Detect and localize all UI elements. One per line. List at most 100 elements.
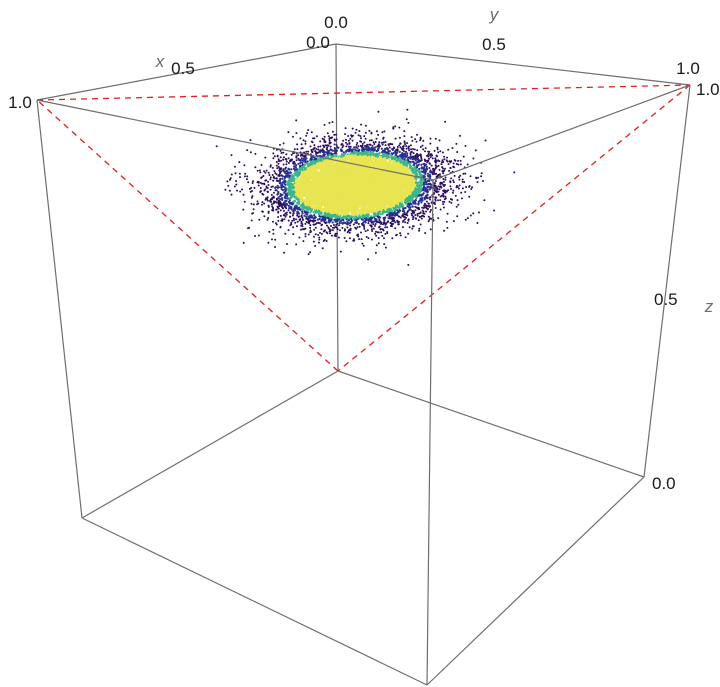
data-point	[429, 210, 432, 213]
data-point	[378, 218, 381, 222]
data-point	[365, 236, 368, 238]
data-point	[443, 229, 446, 232]
data-point	[451, 198, 454, 201]
data-point	[335, 138, 338, 141]
data-point	[429, 156, 432, 159]
data-point	[353, 217, 356, 220]
data-point	[436, 146, 439, 149]
data-point	[408, 193, 411, 196]
data-point	[263, 170, 266, 173]
data-point	[323, 135, 326, 138]
data-point	[351, 148, 354, 151]
data-point	[373, 143, 376, 145]
data-point	[442, 192, 445, 195]
data-point	[484, 139, 487, 142]
data-point	[277, 219, 280, 222]
data-point	[335, 133, 337, 136]
data-point	[350, 134, 353, 137]
data-point	[437, 164, 440, 167]
data-point	[399, 234, 402, 237]
data-point	[352, 223, 355, 226]
data-point	[327, 144, 330, 147]
data-point	[292, 162, 295, 165]
data-point	[458, 178, 461, 181]
data-point	[269, 165, 272, 168]
data-point	[318, 236, 321, 239]
data-point	[281, 218, 284, 221]
data-point	[283, 209, 285, 212]
data-point	[355, 221, 359, 224]
data-point	[405, 147, 408, 150]
data-point	[434, 137, 437, 140]
data-point	[277, 158, 280, 161]
data-point	[437, 193, 440, 196]
data-point	[415, 173, 419, 176]
data-point	[393, 158, 397, 161]
data-point	[314, 245, 317, 247]
data-point	[455, 162, 458, 165]
data-point	[404, 236, 407, 239]
data-point	[429, 198, 431, 201]
data-point	[453, 174, 456, 177]
data-point	[294, 221, 297, 224]
data-point	[406, 152, 409, 155]
data-point	[344, 127, 347, 130]
data-point	[295, 243, 298, 246]
data-point	[333, 143, 336, 146]
data-point	[395, 233, 398, 236]
data-point	[448, 169, 451, 172]
data-point	[287, 131, 290, 134]
data-point	[381, 131, 384, 134]
data-point	[297, 162, 300, 165]
data-point	[265, 197, 268, 200]
data-point	[425, 183, 428, 186]
data-point	[439, 199, 442, 202]
data-point	[452, 162, 455, 165]
data-point	[380, 141, 383, 144]
data-point	[394, 125, 397, 128]
data-point	[349, 137, 352, 140]
data-point	[266, 199, 269, 202]
data-point	[361, 142, 364, 145]
data-point	[394, 150, 397, 153]
data-point	[422, 148, 425, 151]
data-point	[242, 208, 245, 211]
data-point	[300, 143, 303, 146]
data-point	[410, 148, 413, 151]
data-point	[457, 159, 459, 162]
data-point	[419, 146, 422, 148]
data-point	[415, 140, 418, 143]
data-point	[372, 223, 375, 226]
data-point	[401, 226, 404, 229]
data-point	[315, 148, 318, 150]
data-point	[283, 218, 286, 221]
data-point	[476, 222, 479, 224]
data-point	[355, 143, 358, 146]
data-point	[295, 218, 298, 221]
data-point	[235, 183, 238, 186]
data-point	[262, 193, 265, 196]
data-point	[452, 181, 455, 184]
data-point	[472, 157, 475, 160]
data-point	[412, 152, 415, 155]
data-point	[282, 207, 284, 210]
data-point	[250, 196, 253, 199]
data-point	[260, 176, 263, 179]
data-point	[407, 263, 410, 266]
data-point	[439, 195, 442, 198]
data-point	[446, 190, 448, 193]
data-point	[373, 215, 376, 218]
data-point	[331, 121, 334, 123]
data-point	[404, 162, 407, 165]
data-point	[347, 135, 350, 137]
data-point	[425, 206, 428, 209]
data-point	[437, 151, 440, 154]
data-point	[457, 203, 460, 206]
data-point	[458, 176, 460, 179]
data-point	[411, 214, 413, 217]
data-point	[306, 132, 309, 135]
data-point	[349, 224, 352, 227]
data-point	[295, 164, 298, 167]
data-point	[455, 205, 458, 208]
data-point	[293, 160, 296, 163]
